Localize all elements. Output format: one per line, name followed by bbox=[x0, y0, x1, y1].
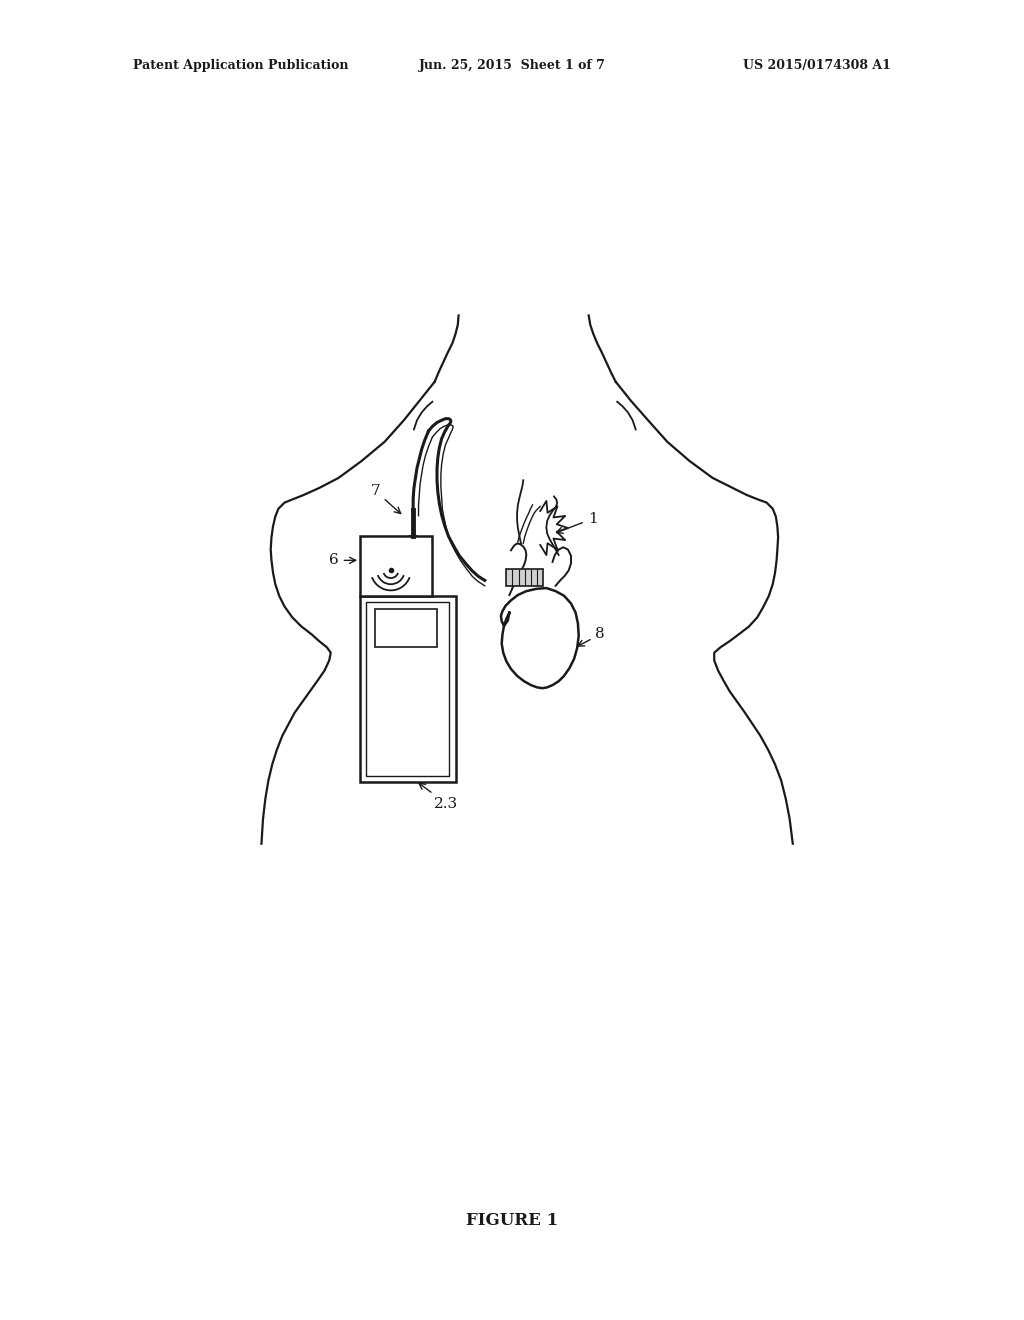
Bar bbox=[360, 595, 456, 781]
Text: Jun. 25, 2015  Sheet 1 of 7: Jun. 25, 2015 Sheet 1 of 7 bbox=[419, 59, 605, 73]
Text: 6: 6 bbox=[329, 553, 355, 568]
Text: 8: 8 bbox=[578, 627, 605, 645]
Bar bbox=[506, 569, 544, 586]
Text: FIGURE 1: FIGURE 1 bbox=[466, 1212, 558, 1229]
Text: 7: 7 bbox=[371, 484, 400, 513]
Text: US 2015/0174308 A1: US 2015/0174308 A1 bbox=[743, 59, 891, 73]
Bar bbox=[367, 602, 450, 776]
Bar bbox=[360, 536, 432, 595]
Text: 2.3: 2.3 bbox=[419, 783, 459, 810]
Text: 1: 1 bbox=[557, 512, 597, 533]
Bar bbox=[376, 609, 437, 647]
Text: Patent Application Publication: Patent Application Publication bbox=[133, 59, 348, 73]
